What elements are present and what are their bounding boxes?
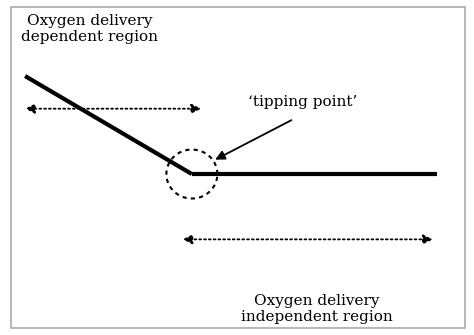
Text: ‘tipping point’: ‘tipping point’ bbox=[248, 95, 358, 109]
Text: Oxygen delivery
independent region: Oxygen delivery independent region bbox=[241, 294, 393, 324]
Text: Oxygen delivery
dependent region: Oxygen delivery dependent region bbox=[21, 14, 158, 44]
